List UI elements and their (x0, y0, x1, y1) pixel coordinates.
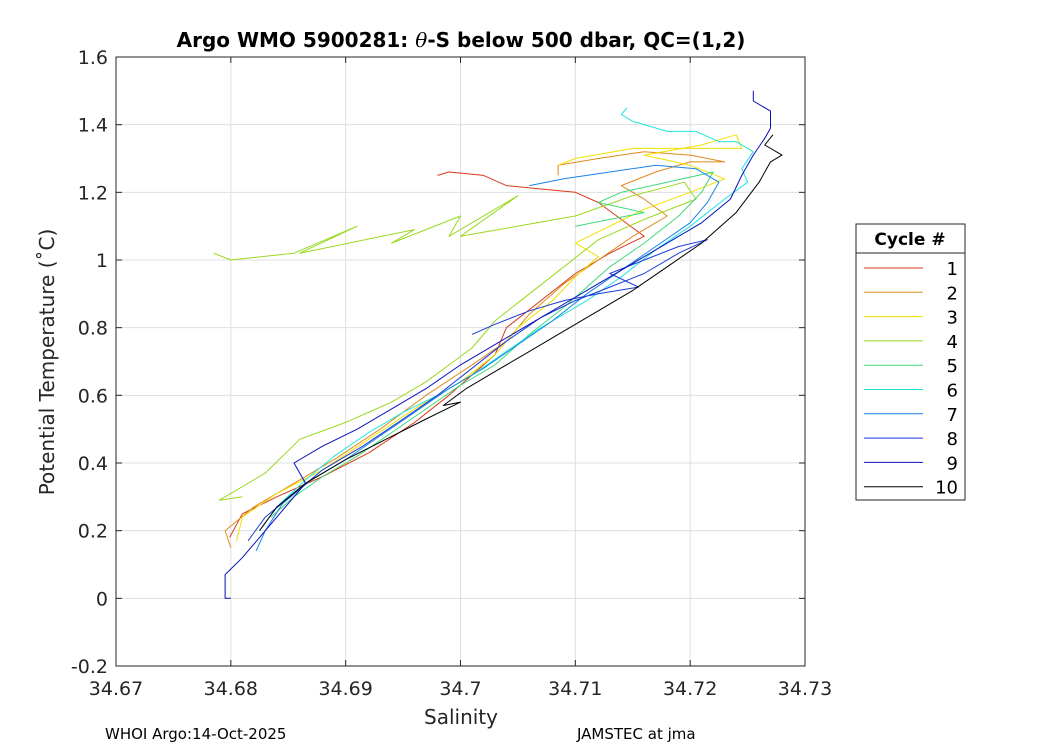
legend-label-cycle-1: 1 (947, 259, 958, 280)
x-tick-label: 34.69 (318, 678, 372, 700)
y-tick-label: -0.2 (71, 656, 108, 678)
tick-layer: 34.67 34.68 34.69 34.7 34.71 34.72 34.73 -0.2 0 0… (71, 47, 832, 700)
legend-label-cycle-5: 5 (947, 356, 958, 377)
y-tick-label: 0.6 (78, 385, 108, 407)
series-line-cycle-2 (224, 151, 726, 548)
chart-title-suffix: -S below 500 dbar, QC=(1,2) (427, 28, 745, 52)
legend-box (855, 223, 966, 501)
series-line-cycle-4 (213, 181, 697, 501)
y-tick-label: 0 (96, 588, 108, 610)
legend-label-cycle-3: 3 (947, 308, 958, 329)
series-line-cycle-8 (247, 239, 708, 542)
footer-left-text: WHOI Argo:14-Oct-2025 (105, 725, 287, 743)
x-tick-label: 34.7 (439, 678, 481, 700)
x-tick-label: 34.71 (548, 678, 602, 700)
series-line-cycle-9 (224, 90, 771, 599)
y-tick-label: 0.8 (78, 318, 108, 340)
x-tick-label: 34.72 (663, 678, 717, 700)
y-tick-label: 1.2 (78, 182, 108, 204)
legend: Cycle # 1 2 3 4 5 6 7 8 9 10 (855, 223, 966, 501)
x-tick-label: 34.73 (778, 678, 832, 700)
legend-label-cycle-8: 8 (947, 429, 958, 450)
footer-right-text: JAMSTEC at jma (577, 725, 696, 743)
series-line-cycle-1 (229, 171, 645, 538)
x-tick-label: 34.68 (204, 678, 258, 700)
x-axis-label: Salinity (424, 705, 498, 729)
series-layer (213, 90, 783, 599)
series-line-cycle-10 (259, 134, 783, 531)
chart-title: Argo WMO 5900281: θ-S below 500 dbar, QC… (177, 28, 746, 52)
series-line-cycle-3 (236, 134, 743, 541)
chart-title-theta: θ (415, 28, 427, 52)
y-axis-label: Potential Temperature (˚C) (35, 229, 59, 496)
legend-entries: 1 2 3 4 5 6 7 8 9 10 (864, 259, 958, 499)
legend-label-cycle-2: 2 (947, 283, 958, 304)
legend-label-cycle-10: 10 (935, 478, 958, 499)
chart-title-prefix: Argo WMO 5900281: (177, 28, 416, 52)
y-tick-label: 1.6 (78, 47, 108, 69)
legend-label-cycle-4: 4 (947, 332, 958, 353)
legend-label-cycle-9: 9 (947, 453, 958, 474)
y-tick-label: 1.4 (78, 115, 108, 137)
y-tick-label: 0.2 (78, 521, 108, 543)
legend-label-cycle-7: 7 (947, 405, 958, 426)
y-tick-label: 0.4 (78, 453, 108, 475)
x-tick-label: 34.67 (89, 678, 143, 700)
y-tick-label: 1 (96, 250, 108, 272)
legend-title: Cycle # (874, 230, 945, 250)
legend-label-cycle-6: 6 (947, 381, 958, 402)
